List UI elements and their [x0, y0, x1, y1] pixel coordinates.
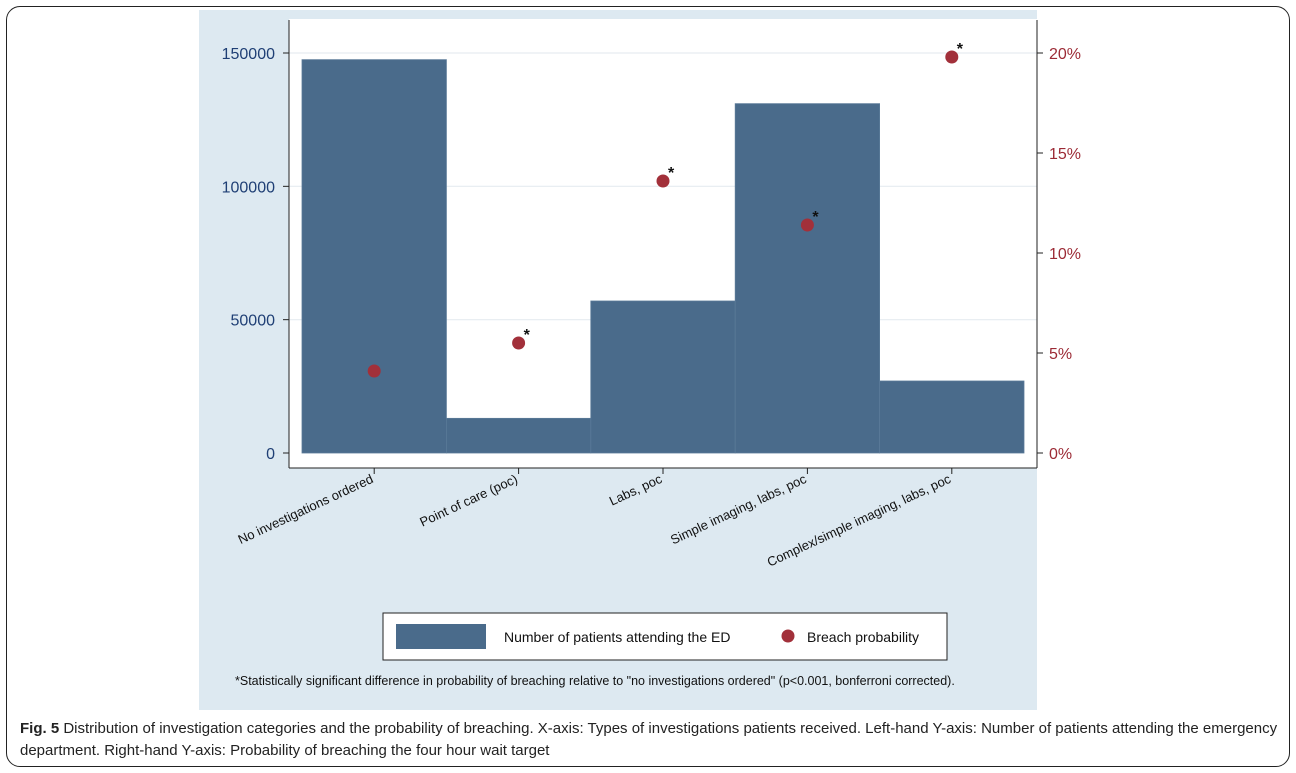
right-tick-label: 15%	[1049, 146, 1081, 163]
left-tick-label: 0	[266, 446, 275, 463]
bar	[445, 417, 592, 454]
x-tick-label: Labs, poc	[607, 471, 665, 509]
bar	[590, 300, 736, 454]
legend-point-swatch	[781, 629, 795, 643]
right-axis-ticks: 0% 5% 10% 15% 20%	[1037, 46, 1081, 463]
left-tick-label: 100000	[222, 179, 275, 196]
breach-point	[945, 50, 959, 64]
significance-marker: *	[668, 165, 675, 182]
right-tick-label: 20%	[1049, 46, 1081, 63]
breach-point	[512, 336, 526, 350]
significance-marker: *	[524, 327, 531, 344]
x-tick-label: Point of care (poc)	[417, 471, 520, 529]
right-tick-label: 10%	[1049, 246, 1081, 263]
caption-text: Distribution of investigation categories…	[20, 720, 1278, 759]
x-tick-label: No investigations ordered	[236, 471, 376, 547]
bars-group	[301, 59, 1025, 454]
significance-marker: *	[957, 41, 964, 58]
right-tick-label: 5%	[1049, 346, 1072, 363]
x-axis-labels: No investigations ordered Point of care (…	[236, 468, 954, 570]
legend-bar-label: Number of patients attending the ED	[504, 629, 730, 645]
significance-marker: *	[812, 209, 819, 226]
breach-point	[367, 364, 381, 378]
figure-caption: Fig. 5 Distribution of investigation cat…	[20, 718, 1280, 762]
left-tick-label: 150000	[222, 46, 275, 63]
legend: Number of patients attending the ED Brea…	[382, 612, 948, 661]
bar	[301, 59, 447, 454]
points-group: * * * *	[367, 41, 964, 378]
bar	[734, 103, 881, 454]
right-tick-label: 0%	[1049, 446, 1072, 463]
left-tick-label: 50000	[231, 313, 276, 330]
left-axis-ticks: 0 50000 100000 150000	[222, 46, 289, 463]
x-tick-label: Simple imaging, labs, poc	[668, 471, 809, 547]
legend-bar-swatch	[396, 624, 486, 649]
breach-point	[656, 174, 670, 188]
breach-point	[800, 218, 814, 232]
bar	[879, 380, 1025, 454]
figure-label: Fig. 5	[20, 720, 60, 737]
legend-point-label: Breach probability	[807, 629, 919, 645]
chart-footnote: *Statistically significant difference in…	[235, 674, 955, 688]
